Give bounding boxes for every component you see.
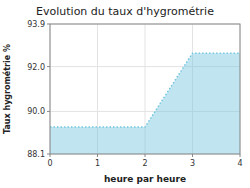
x-tick-label: 2 xyxy=(142,159,147,168)
y-tick-label: 93.9 xyxy=(27,20,45,29)
data-group xyxy=(50,53,240,154)
y-tick-label: 88.1 xyxy=(27,150,45,159)
x-axis-label: heure par heure xyxy=(104,174,186,184)
x-tick-label: 0 xyxy=(47,159,52,168)
plot-background xyxy=(50,24,240,154)
y-tick xyxy=(47,111,50,112)
chart-container: 88.1 90.0 92.0 93.9 0 1 2 3 4 heure par heure Taux… xyxy=(0,0,250,188)
y-axis-label: Taux hygrométrie % xyxy=(2,44,12,134)
x-tick xyxy=(50,154,51,157)
x-tick xyxy=(97,154,98,157)
y-tick xyxy=(47,66,50,67)
x-tick-label: 1 xyxy=(95,159,100,168)
area xyxy=(50,53,240,154)
title: Evolution du taux d'hygrométrie xyxy=(36,5,214,18)
x-tick xyxy=(240,154,241,157)
line xyxy=(50,53,240,127)
y-tick xyxy=(47,24,50,25)
grid xyxy=(50,24,240,154)
y-tick-label: 90.0 xyxy=(27,107,45,116)
axes: 88.1 90.0 92.0 93.9 0 1 2 3 4 xyxy=(27,20,242,168)
x-tick-label: 4 xyxy=(237,159,242,168)
x-tick xyxy=(192,154,193,157)
chart-svg: 88.1 90.0 92.0 93.9 0 1 2 3 4 heure par heure Taux… xyxy=(0,0,250,188)
x-tick-label: 3 xyxy=(190,159,195,168)
plot-frame xyxy=(50,24,240,154)
x-tick xyxy=(145,154,146,157)
y-tick-label: 92.0 xyxy=(27,63,45,72)
